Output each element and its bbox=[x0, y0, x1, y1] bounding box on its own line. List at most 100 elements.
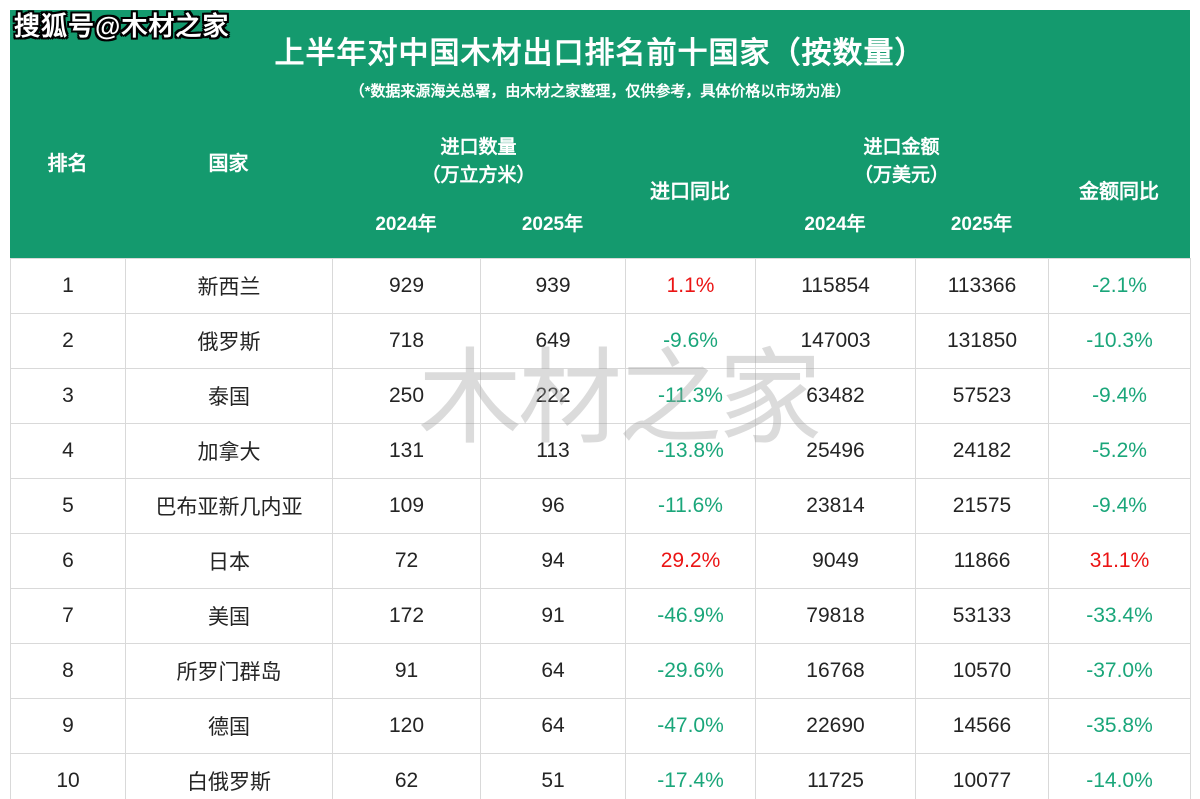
ranking-table: 1 新西兰 929 939 1.1% 115854 113366 -2.1% 2 俄罗斯 718 64… bbox=[10, 258, 1191, 799]
table-body: 1 新西兰 929 939 1.1% 115854 113366 -2.1% 2 俄罗斯 718 64… bbox=[10, 258, 1191, 799]
cell-amt-2025: 131850 bbox=[915, 313, 1049, 369]
cell-amt-2025: 11866 bbox=[915, 533, 1049, 589]
cell-qty-2024: 72 bbox=[332, 533, 481, 589]
cell-amt-2024: 25496 bbox=[755, 423, 916, 479]
cell-rank: 8 bbox=[10, 643, 126, 699]
cell-qty-2024: 131 bbox=[332, 423, 481, 479]
table-row: 1 新西兰 929 939 1.1% 115854 113366 -2.1% bbox=[10, 258, 1191, 314]
header-amt-year-2025: 2025年 bbox=[950, 214, 1013, 235]
cell-country: 美国 bbox=[125, 588, 333, 644]
page-subtitle: （*数据来源海关总署，由木材之家整理，仅供参考，具体价格以市场为准） bbox=[349, 83, 851, 100]
cell-amt-yoy: -9.4% bbox=[1048, 478, 1191, 534]
cell-rank: 4 bbox=[10, 423, 126, 479]
header-amt-year-2024: 2024年 bbox=[804, 214, 866, 235]
header-amt-yoy: 金额同比 bbox=[1079, 180, 1159, 203]
cell-qty-2024: 929 bbox=[332, 258, 481, 314]
cell-rank: 5 bbox=[10, 478, 126, 534]
header-qty-group: 进口数量 （万立方米） bbox=[332, 120, 625, 203]
cell-amt-yoy: -9.4% bbox=[1048, 368, 1191, 424]
cell-amt-yoy: -14.0% bbox=[1048, 753, 1191, 799]
header-qty-title: 进口数量 bbox=[440, 136, 517, 158]
cell-qty-yoy: -17.4% bbox=[625, 753, 756, 799]
cell-amt-yoy: 31.1% bbox=[1048, 533, 1191, 589]
cell-amt-2025: 24182 bbox=[915, 423, 1049, 479]
cell-qty-yoy: -29.6% bbox=[625, 643, 756, 699]
cell-qty-2024: 109 bbox=[332, 478, 481, 534]
cell-country: 加拿大 bbox=[125, 423, 333, 479]
cell-qty-2025: 64 bbox=[480, 643, 626, 699]
cell-qty-2025: 64 bbox=[480, 698, 626, 754]
cell-rank: 9 bbox=[10, 698, 126, 754]
cell-amt-yoy: -5.2% bbox=[1048, 423, 1191, 479]
cell-amt-yoy: -37.0% bbox=[1048, 643, 1191, 699]
cell-rank: 7 bbox=[10, 588, 126, 644]
cell-qty-yoy: 29.2% bbox=[625, 533, 756, 589]
cell-qty-2024: 172 bbox=[332, 588, 481, 644]
cell-country: 新西兰 bbox=[125, 258, 333, 314]
cell-qty-2025: 939 bbox=[480, 258, 626, 314]
cell-qty-2025: 91 bbox=[480, 588, 626, 644]
cell-amt-2024: 23814 bbox=[755, 478, 916, 534]
table-row: 2 俄罗斯 718 649 -9.6% 147003 131850 -10.3% bbox=[10, 313, 1191, 369]
cell-amt-2025: 14566 bbox=[915, 698, 1049, 754]
cell-rank: 6 bbox=[10, 533, 126, 589]
cell-qty-2024: 62 bbox=[332, 753, 481, 799]
header-country: 国家 bbox=[208, 153, 249, 175]
cell-qty-2025: 649 bbox=[480, 313, 626, 369]
cell-rank: 10 bbox=[10, 753, 126, 799]
cell-amt-2025: 10570 bbox=[915, 643, 1049, 699]
cell-amt-2024: 115854 bbox=[755, 258, 916, 314]
header-qty-year-2025: 2025年 bbox=[521, 214, 584, 235]
table-row: 6 日本 72 94 29.2% 9049 11866 31.1% bbox=[10, 533, 1191, 589]
cell-qty-2024: 250 bbox=[332, 368, 481, 424]
cell-qty-yoy: -11.3% bbox=[625, 368, 756, 424]
header-qty-yoy: 进口同比 bbox=[650, 180, 730, 203]
cell-amt-2024: 147003 bbox=[755, 313, 916, 369]
cell-amt-yoy: -2.1% bbox=[1048, 258, 1191, 314]
table-row: 10 白俄罗斯 62 51 -17.4% 11725 10077 -14.0% bbox=[10, 753, 1191, 799]
cell-qty-2024: 718 bbox=[332, 313, 481, 369]
cell-amt-2025: 113366 bbox=[915, 258, 1049, 314]
cell-country: 所罗门群岛 bbox=[125, 643, 333, 699]
cell-qty-2025: 96 bbox=[480, 478, 626, 534]
table-row: 7 美国 172 91 -46.9% 79818 53133 -33.4% bbox=[10, 588, 1191, 644]
cell-country: 俄罗斯 bbox=[125, 313, 333, 369]
cell-qty-yoy: -13.8% bbox=[625, 423, 756, 479]
header-amt-unit: （万美元） bbox=[853, 164, 949, 186]
table-row: 3 泰国 250 222 -11.3% 63482 57523 -9.4% bbox=[10, 368, 1191, 424]
header-rank: 排名 bbox=[47, 153, 88, 175]
header-qty-year-2024: 2024年 bbox=[375, 214, 437, 235]
cell-amt-2024: 9049 bbox=[755, 533, 916, 589]
table-row: 9 德国 120 64 -47.0% 22690 14566 -35.8% bbox=[10, 698, 1191, 754]
sohu-account-watermark: 搜狐号@木材之家 bbox=[14, 11, 230, 41]
cell-amt-2024: 11725 bbox=[755, 753, 916, 799]
cell-country: 白俄罗斯 bbox=[125, 753, 333, 799]
cell-amt-2025: 53133 bbox=[915, 588, 1049, 644]
cell-qty-yoy: -46.9% bbox=[625, 588, 756, 644]
cell-amt-2024: 16768 bbox=[755, 643, 916, 699]
cell-country: 泰国 bbox=[125, 368, 333, 424]
cell-amt-2024: 63482 bbox=[755, 368, 916, 424]
cell-qty-2025: 222 bbox=[480, 368, 626, 424]
cell-amt-yoy: -33.4% bbox=[1048, 588, 1191, 644]
cell-qty-2024: 91 bbox=[332, 643, 481, 699]
cell-qty-yoy: -9.6% bbox=[625, 313, 756, 369]
cell-qty-2025: 113 bbox=[480, 423, 626, 479]
header-amt-title: 进口金额 bbox=[863, 136, 940, 158]
cell-amt-2025: 10077 bbox=[915, 753, 1049, 799]
cell-rank: 2 bbox=[10, 313, 126, 369]
cell-country: 德国 bbox=[125, 698, 333, 754]
cell-amt-2025: 57523 bbox=[915, 368, 1049, 424]
table-row: 8 所罗门群岛 91 64 -29.6% 16768 10570 -37.0% bbox=[10, 643, 1191, 699]
table-row: 5 巴布亚新几内亚 109 96 -11.6% 23814 21575 -9.4% bbox=[10, 478, 1191, 534]
cell-amt-yoy: -10.3% bbox=[1048, 313, 1191, 369]
cell-amt-2024: 79818 bbox=[755, 588, 916, 644]
cell-qty-yoy: -47.0% bbox=[625, 698, 756, 754]
table-row: 4 加拿大 131 113 -13.8% 25496 24182 -5.2% bbox=[10, 423, 1191, 479]
cell-qty-2025: 51 bbox=[480, 753, 626, 799]
green-header-panel: 上半年对中国木材出口排名前十国家（按数量） （*数据来源海关总署，由木材之家整理… bbox=[10, 10, 1190, 258]
cell-rank: 3 bbox=[10, 368, 126, 424]
cell-country: 巴布亚新几内亚 bbox=[125, 478, 333, 534]
cell-qty-2025: 94 bbox=[480, 533, 626, 589]
cell-amt-2024: 22690 bbox=[755, 698, 916, 754]
